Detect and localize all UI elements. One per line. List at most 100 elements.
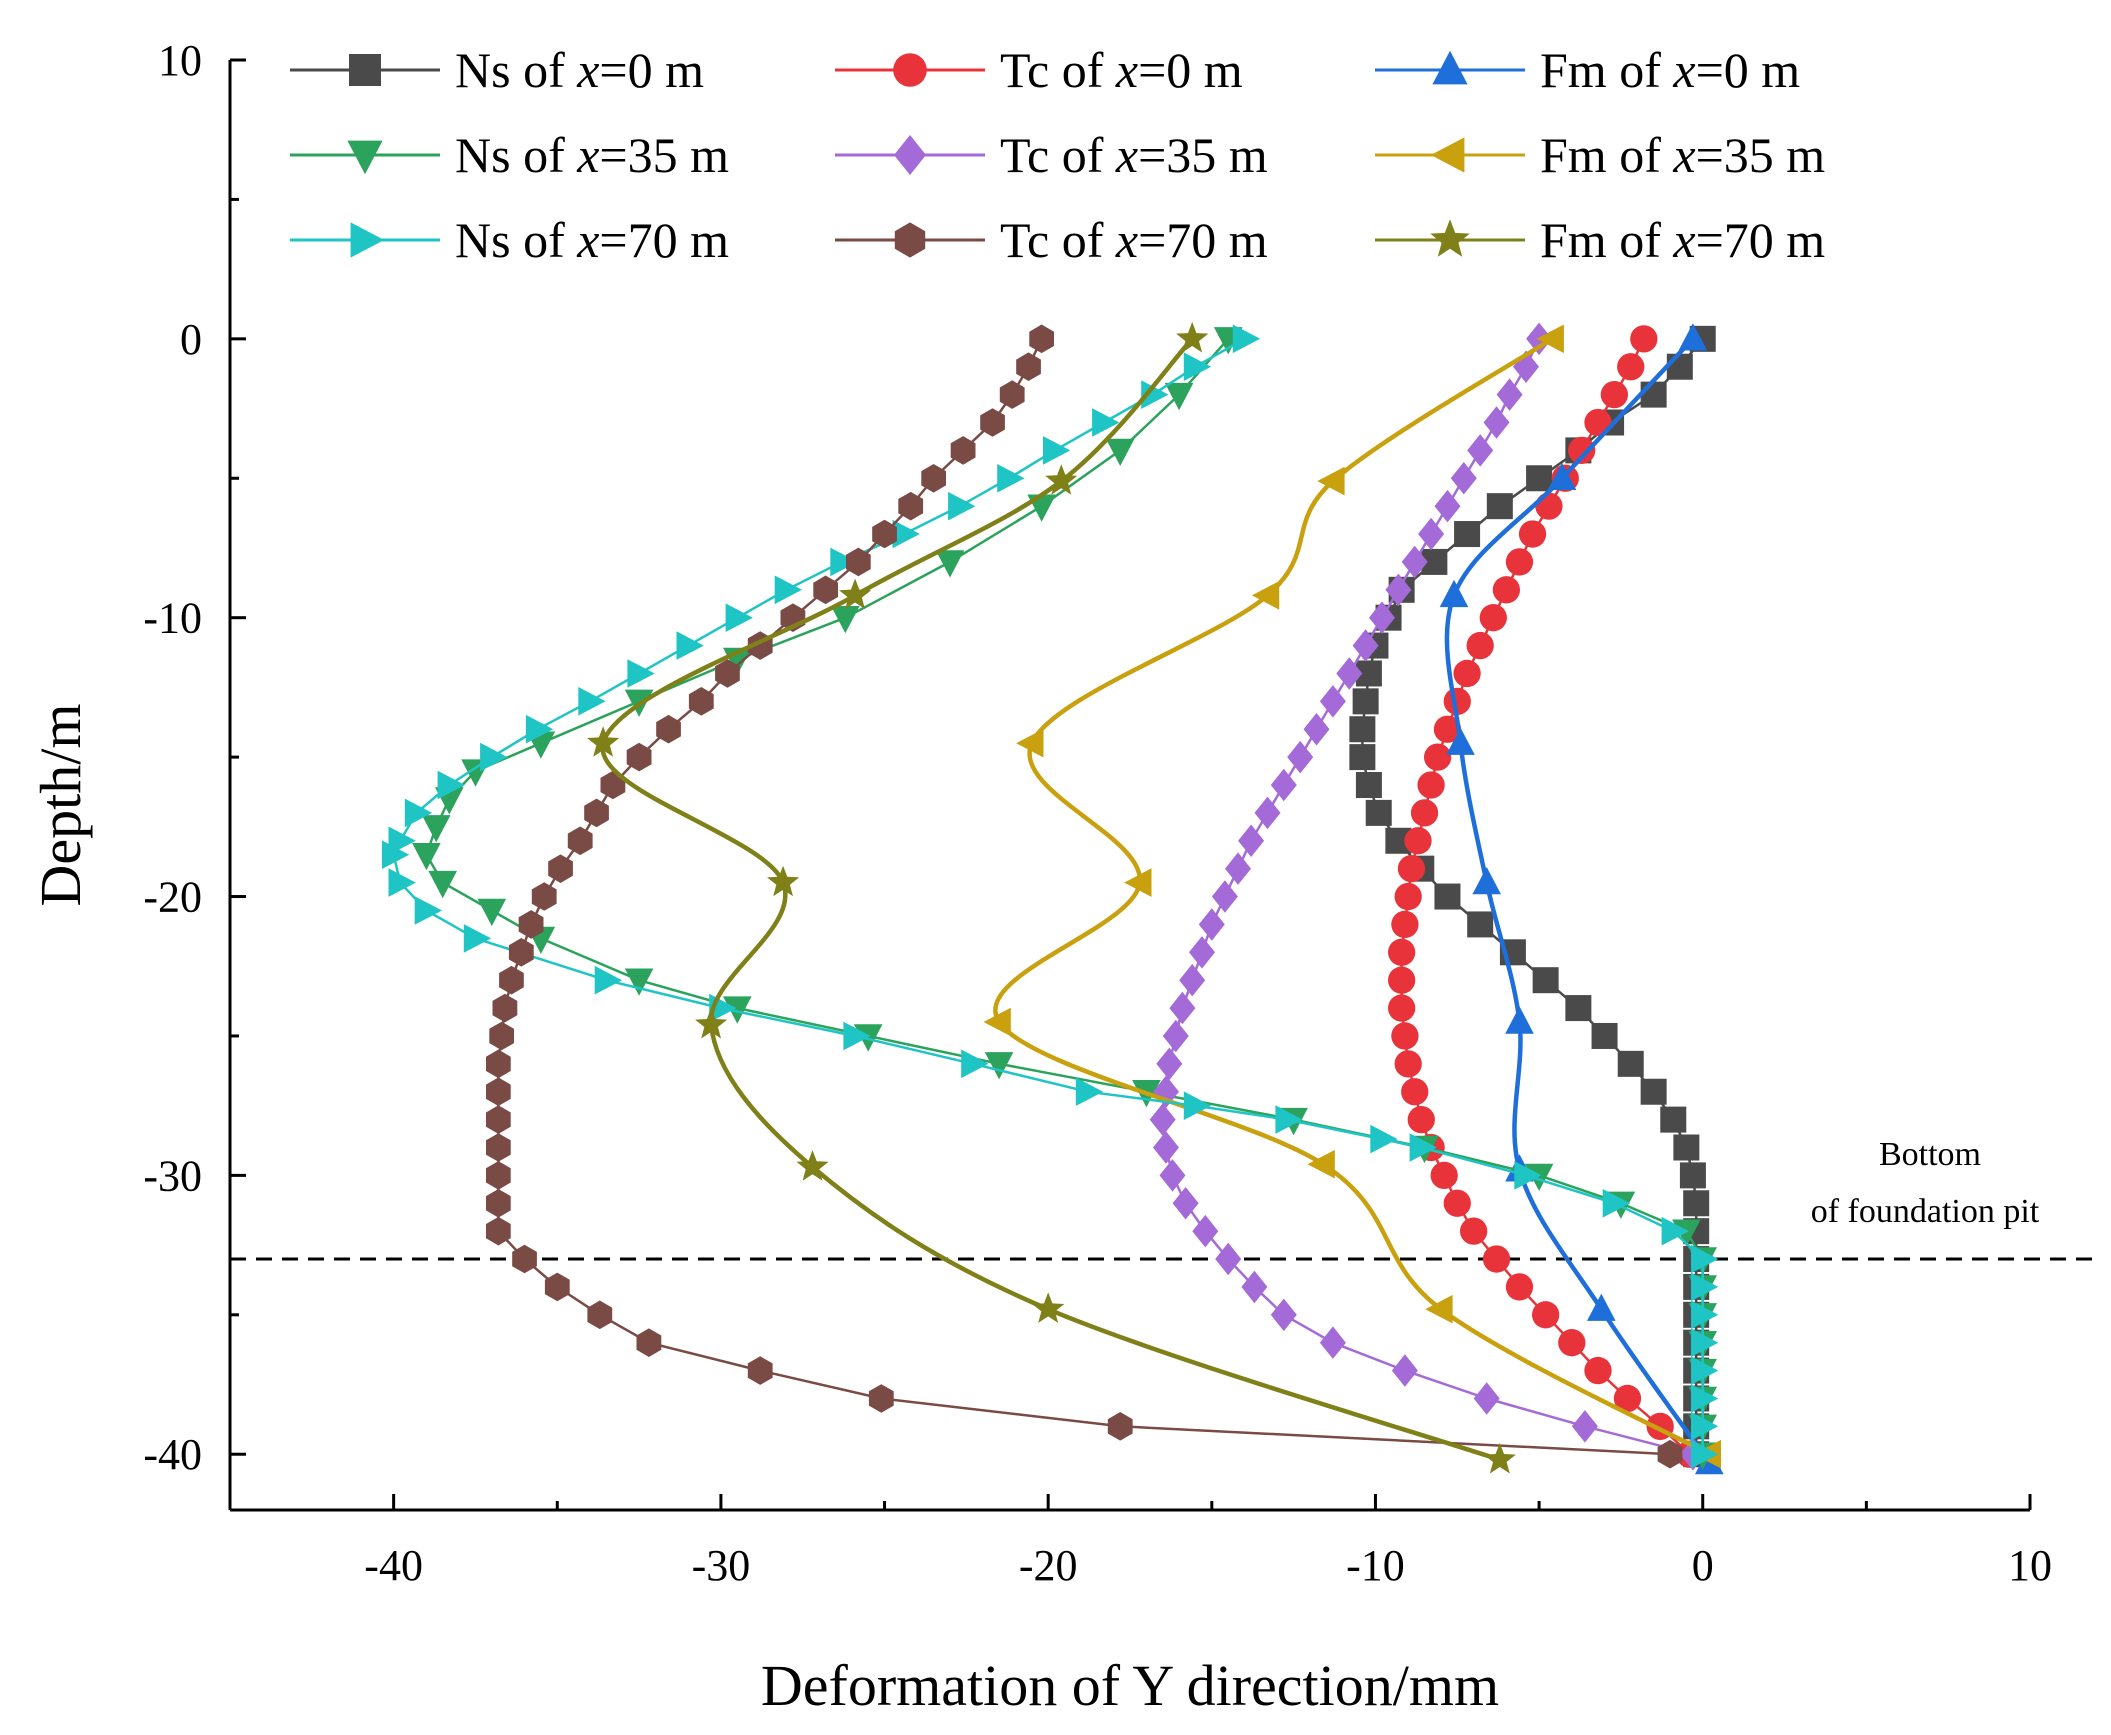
data-point: [1270, 768, 1297, 802]
series-line: [993, 336, 1711, 1457]
data-point: [1075, 1077, 1104, 1106]
data-point: [1162, 1019, 1189, 1053]
data-point: [525, 714, 554, 744]
data-point: [843, 1021, 871, 1051]
y-axis-title: Depth/m: [28, 704, 93, 907]
legend-label-var: x: [576, 127, 599, 183]
data-point: [961, 1049, 989, 1079]
legend-label-suffix: =35 m: [1696, 127, 1826, 183]
legend-label-suffix: =70 m: [1138, 212, 1268, 268]
data-point: [1473, 1382, 1500, 1415]
legend-item-4: Tc of x=35 m: [835, 127, 1268, 183]
bottom-label-line2: of foundation pit: [1811, 1193, 2040, 1230]
data-point: [1176, 321, 1209, 353]
data-point: [1446, 727, 1475, 755]
data-point: [1394, 1050, 1422, 1078]
legend-label: Fm of x=70 m: [1540, 212, 1825, 268]
legend-item-1: Tc of x=0 m: [835, 42, 1243, 98]
data-point: [1536, 324, 1564, 354]
data-point: [1355, 772, 1382, 798]
data-point: [1387, 994, 1416, 1022]
data-point: [1640, 381, 1667, 408]
data-point: [1307, 1149, 1335, 1179]
data-point: [1547, 462, 1577, 490]
data-point: [600, 770, 626, 800]
data-point: [715, 659, 740, 688]
data-point: [774, 575, 802, 605]
legend-label-var: x: [1115, 127, 1138, 183]
data-point: [1496, 378, 1523, 411]
legend-label: Fm of x=35 m: [1540, 127, 1825, 183]
legend-label-var: x: [1115, 42, 1138, 98]
y-tick-label: 0: [180, 315, 202, 364]
data-point: [1107, 1412, 1133, 1441]
data-point: [1319, 685, 1346, 718]
data-point: [412, 843, 441, 871]
legend-marker: [1432, 50, 1468, 85]
legend-label-prefix: Tc of: [1000, 42, 1116, 98]
legend-label-prefix: Fm of: [1540, 42, 1673, 98]
legend-label-prefix: Ns of: [455, 42, 577, 98]
data-point: [1391, 1022, 1419, 1050]
data-point: [584, 798, 609, 828]
data-point: [1387, 938, 1416, 966]
data-point: [1153, 1075, 1179, 1108]
data-point: [1678, 323, 1708, 351]
data-point: [1169, 991, 1196, 1025]
legend-item-0: Ns of x=0 m: [290, 42, 704, 98]
data-point: [1016, 352, 1041, 381]
data-point: [1254, 796, 1281, 830]
data-point: [1032, 1292, 1065, 1323]
series-8: [587, 321, 1516, 1474]
data-point: [1370, 1124, 1398, 1154]
data-point: [1486, 493, 1513, 520]
data-point: [1691, 1244, 1719, 1274]
data-point: [1591, 1022, 1618, 1049]
data-point: [1691, 1356, 1719, 1385]
data-point: [984, 1052, 1014, 1080]
data-point: [1251, 581, 1280, 610]
x-tick-label: -10: [1346, 1541, 1405, 1590]
data-point: [1410, 799, 1439, 827]
x-axis-title: Deformation of Y direction/mm: [761, 1653, 1499, 1718]
data-point: [1423, 743, 1452, 771]
legend-marker: [894, 222, 926, 258]
data-point: [486, 1189, 511, 1218]
data-point: [950, 436, 976, 465]
legend-item-8: Fm of x=70 m: [1375, 212, 1825, 268]
data-point: [1092, 408, 1120, 437]
data-point: [1016, 728, 1044, 758]
data-point: [983, 1007, 1011, 1037]
data-point: [1584, 1356, 1612, 1385]
legend-label-prefix: Tc of: [1000, 127, 1116, 183]
data-point: [624, 968, 654, 996]
data-point: [414, 896, 442, 925]
data-point: [1153, 1131, 1179, 1164]
data-point: [587, 1300, 613, 1330]
data-point: [1391, 1354, 1418, 1387]
data-point: [1385, 573, 1412, 607]
legend-marker: [349, 54, 381, 86]
y-tick-label: -40: [143, 1430, 202, 1479]
data-point: [935, 550, 965, 578]
data-point: [486, 1216, 511, 1246]
y-tick-label: -20: [143, 873, 202, 922]
legend-label-prefix: Fm of: [1540, 212, 1673, 268]
series-4: [1149, 322, 1706, 1471]
data-point: [1558, 1329, 1586, 1357]
data-point: [948, 491, 976, 521]
data-point: [1630, 325, 1658, 353]
data-point: [1467, 911, 1494, 938]
legend-label: Tc of x=35 m: [1000, 127, 1268, 183]
data-point: [1433, 715, 1462, 743]
data-point: [578, 687, 606, 716]
legend-marker: [1430, 219, 1470, 257]
legend-label-suffix: =35 m: [1138, 127, 1268, 183]
data-point: [531, 882, 557, 911]
data-point: [1164, 382, 1194, 411]
data-point: [1401, 545, 1428, 579]
legend-label-var: x: [576, 42, 599, 98]
data-point: [1587, 1293, 1616, 1321]
data-point: [1124, 868, 1152, 897]
